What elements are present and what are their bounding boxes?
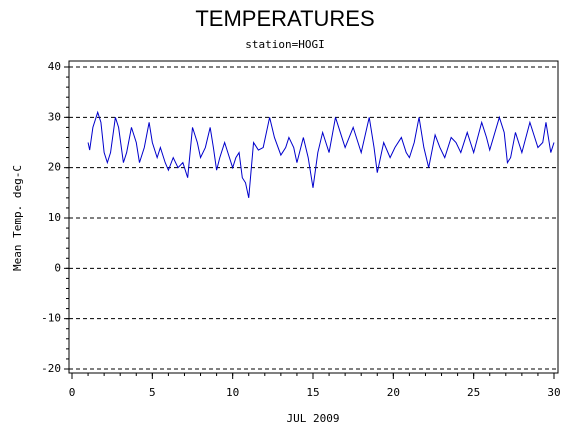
- plot-frame: [68, 60, 559, 374]
- x-tick-label: 10: [226, 386, 239, 399]
- x-tick-label: 30: [547, 386, 560, 399]
- y-tick-label: 10: [48, 211, 61, 224]
- y-tick-label: 20: [48, 161, 61, 174]
- x-tick-label: 0: [69, 386, 76, 399]
- chart-title: TEMPERATURES: [195, 6, 374, 31]
- chart-subtitle: station=HOGI: [245, 38, 324, 51]
- data-line: [87, 110, 555, 198]
- x-axis-label: JUL 2009: [287, 412, 340, 425]
- y-tick-label: -20: [41, 362, 61, 375]
- x-tick-label: 15: [306, 386, 319, 399]
- y-tick-label: 30: [48, 110, 61, 123]
- y-tick-label: 40: [48, 60, 61, 73]
- y-axis-label: Mean Temp. deg-C: [11, 165, 24, 271]
- y-tick-label: -10: [41, 312, 61, 325]
- x-tick-label: 25: [467, 386, 480, 399]
- y-tick-label: 0: [54, 261, 61, 274]
- x-tick-label: 20: [387, 386, 400, 399]
- x-tick-label: 5: [149, 386, 156, 399]
